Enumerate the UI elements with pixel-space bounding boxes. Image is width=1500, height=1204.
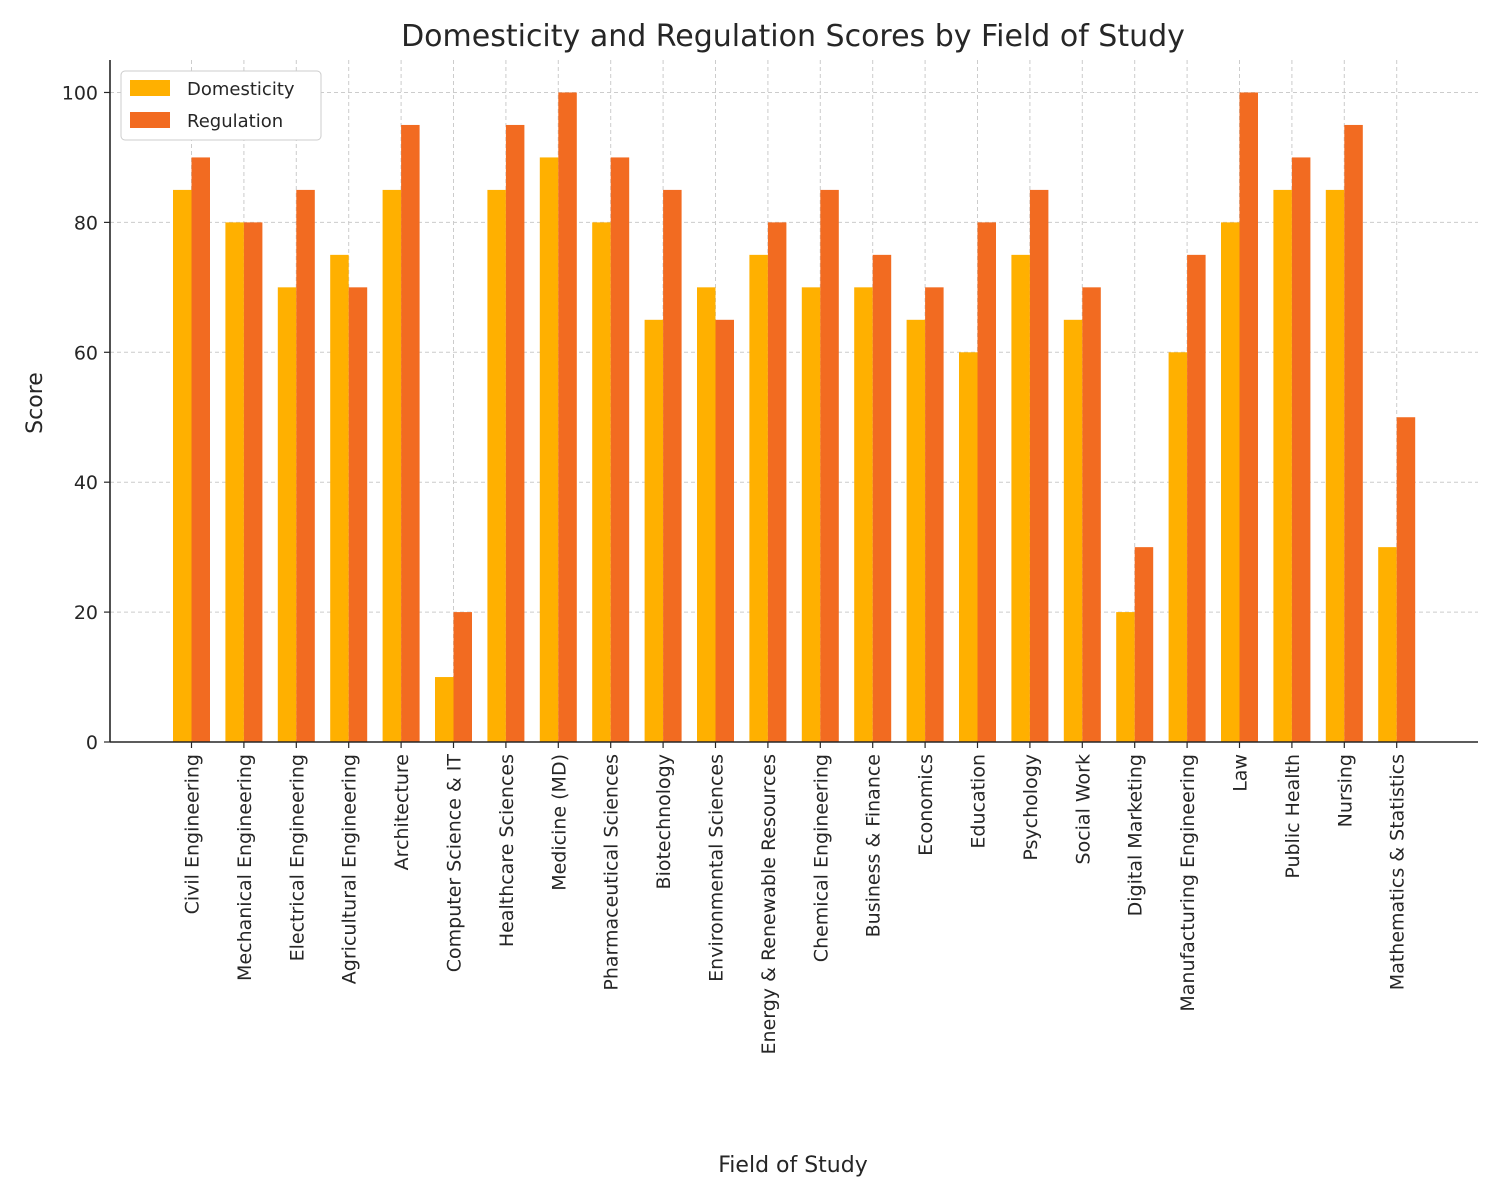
x-tick-label: Psychology [1020,754,1042,861]
bar-regulation-22 [1291,157,1311,742]
bar-regulation-11 [715,319,734,742]
x-tick-label: Social Work [1072,754,1094,864]
bar-regulation-20 [1187,254,1206,742]
bar-domesticity-1 [173,189,192,742]
bar-domesticity-2 [225,222,244,742]
axes [109,60,1478,743]
bar-regulation-6 [453,612,472,742]
bar-domesticity-6 [435,677,454,742]
y-axis-label: Score [23,372,48,434]
bar-domesticity-7 [487,189,506,742]
x-tick-label: Energy & Renewable Resources [758,754,780,1054]
x-ticks: Civil Engineering Mechanical Engineering E… [182,742,1409,1054]
bar-domesticity-19 [1116,612,1135,742]
bar-regulation-10 [663,189,682,742]
x-tick-label: Mechanical Engineering [234,754,256,981]
bar-regulation-24 [1396,417,1416,742]
x-tick-label: Education [968,754,990,849]
x-tick-label: Chemical Engineering [810,754,832,962]
bar-regulation-1 [191,157,210,742]
bar-regulation-8 [558,92,577,742]
bar-domesticity-22 [1273,189,1292,742]
y-tick-label: 0 [86,732,98,754]
bar-regulation-14 [872,254,892,742]
x-tick-label: Environmental Sciences [706,754,728,982]
bar-domesticity-11 [697,287,716,742]
bar-regulation-17 [1029,189,1049,742]
x-tick-label: Civil Engineering [182,754,204,914]
bars [173,92,1416,742]
bar-regulation-15 [925,287,944,742]
bar-domesticity-4 [330,254,349,742]
x-tick-label: Law [1230,754,1252,792]
chart-title: Domesticity and Regulation Scores by Fie… [401,19,1185,54]
legend-box [120,70,322,141]
bar-regulation-3 [296,189,315,742]
x-tick-label: Biotechnology [653,754,675,889]
x-tick-label: Economics [915,754,937,856]
legend: Domesticity Regulation [120,70,322,141]
bar-regulation-9 [610,157,630,742]
y-tick-label: 20 [74,602,98,624]
x-tick-label: Nursing [1334,754,1356,827]
bar-regulation-5 [401,124,420,742]
x-tick-label: Architecture [391,754,413,870]
x-tick-label: Pharmaceutical Sciences [601,754,623,991]
x-tick-label: Public Health [1282,754,1304,879]
bar-regulation-21 [1239,92,1258,742]
x-axis-label: Field of Study [718,1153,868,1178]
bar-domesticity-5 [382,189,402,742]
legend-label-domesticity: Domesticity [187,79,295,100]
x-tick-label: Manufacturing Engineering [1177,754,1199,1012]
y-ticks: 0 20 40 60 80 100 [62,82,110,754]
bar-domesticity-17 [1011,254,1030,742]
bar-regulation-18 [1082,287,1101,742]
y-tick-label: 100 [62,82,98,104]
bar-regulation-16 [977,222,996,742]
bar-regulation-23 [1344,124,1363,742]
bar-domesticity-13 [801,287,821,742]
bar-regulation-12 [767,222,787,742]
legend-swatch-regulation [130,112,170,128]
x-tick-label: Healthcare Sciences [496,754,518,947]
x-tick-label: Electrical Engineering [286,754,308,961]
bar-domesticity-24 [1378,547,1397,742]
legend-swatch-domesticity [130,80,170,96]
bar-regulation-2 [243,222,263,742]
bar-regulation-19 [1134,547,1154,742]
bar-domesticity-16 [959,352,978,742]
x-tick-label: Computer Science & IT [444,754,466,973]
x-tick-label: Digital Marketing [1125,754,1147,916]
bar-domesticity-20 [1168,352,1188,742]
bar-domesticity-10 [644,319,664,742]
x-tick-label: Agricultural Engineering [339,754,361,984]
y-tick-label: 60 [74,342,98,364]
x-tick-label: Business & Finance [863,754,885,937]
bar-domesticity-21 [1221,222,1240,742]
bar-regulation-4 [348,287,368,742]
x-tick-label: Mathematics & Statistics [1387,754,1409,990]
bar-domesticity-23 [1325,189,1345,742]
bar-domesticity-12 [749,254,768,742]
legend-label-regulation: Regulation [187,111,283,132]
x-tick-label: Medicine (MD) [548,754,570,891]
bar-domesticity-15 [906,319,926,742]
bar-domesticity-9 [592,222,611,742]
bar-domesticity-8 [539,157,559,742]
bar-domesticity-18 [1063,319,1083,742]
y-tick-label: 40 [74,472,98,494]
bar-domesticity-14 [854,287,873,742]
bar-regulation-7 [505,124,525,742]
grid-lines [110,60,1478,742]
y-tick-label: 80 [74,212,98,234]
bar-domesticity-3 [277,287,297,742]
bar-regulation-13 [820,189,839,742]
